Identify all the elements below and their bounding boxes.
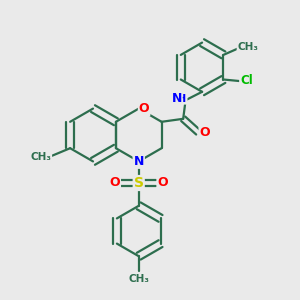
Text: O: O xyxy=(158,176,168,190)
Text: O: O xyxy=(200,126,210,139)
Text: Cl: Cl xyxy=(240,74,253,88)
Text: O: O xyxy=(110,176,120,190)
Text: CH₃: CH₃ xyxy=(238,42,259,52)
Text: N: N xyxy=(134,155,144,168)
Text: N: N xyxy=(171,92,182,105)
Text: O: O xyxy=(139,102,149,115)
Text: CH₃: CH₃ xyxy=(128,274,149,284)
Text: H: H xyxy=(177,94,187,104)
Text: CH₃: CH₃ xyxy=(30,152,51,162)
Text: S: S xyxy=(134,176,144,190)
